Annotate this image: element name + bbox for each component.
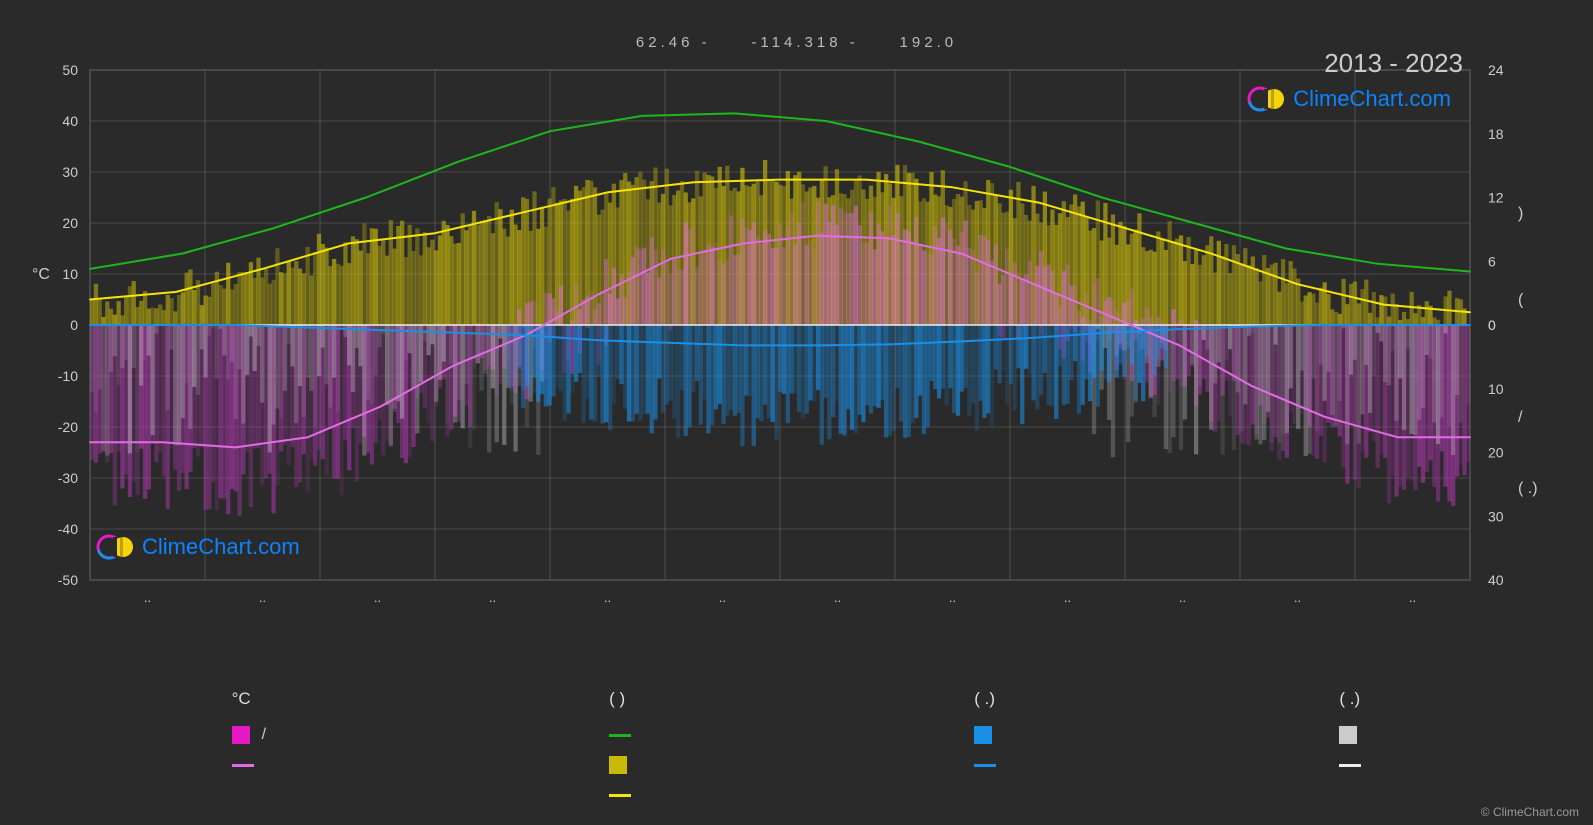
svg-text:-10: -10: [58, 368, 78, 384]
svg-text:20: 20: [62, 215, 78, 231]
svg-text:6: 6: [1488, 253, 1496, 269]
svg-text:50: 50: [62, 62, 78, 78]
copyright: © ClimeChart.com: [1481, 805, 1579, 819]
legend-col-temperature: °C /: [232, 689, 266, 805]
svg-text:10: 10: [1488, 381, 1504, 397]
svg-text:..: ..: [374, 590, 381, 605]
swatch-sun: [609, 756, 627, 774]
svg-text:-20: -20: [58, 419, 78, 435]
line-max-daylight: [609, 734, 631, 737]
svg-text:..: ..: [489, 590, 496, 605]
svg-text:30: 30: [1488, 508, 1504, 524]
svg-text:..: ..: [144, 590, 151, 605]
legend: °C / ( ) ( .) ( .): [0, 689, 1593, 805]
svg-text:40: 40: [1488, 572, 1504, 588]
legend-col-daylight: ( ): [609, 689, 631, 805]
svg-text:30: 30: [62, 164, 78, 180]
svg-text:..: ..: [1294, 590, 1301, 605]
svg-text:12: 12: [1488, 190, 1504, 206]
legend-col-snow: ( .): [1339, 689, 1361, 805]
brand-top: ClimeChart.com: [1247, 84, 1451, 114]
line-rain: [974, 764, 996, 767]
svg-text:..: ..: [834, 590, 841, 605]
svg-text:18: 18: [1488, 126, 1504, 142]
line-snow: [1339, 764, 1361, 767]
svg-text:-50: -50: [58, 572, 78, 588]
line-mean-daylight: [609, 794, 631, 797]
svg-text:): ): [1518, 205, 1523, 222]
svg-text:..: ..: [719, 590, 726, 605]
svg-text:24: 24: [1488, 62, 1504, 78]
svg-text:-30: -30: [58, 470, 78, 486]
svg-text:..: ..: [1409, 590, 1416, 605]
brand-bottom: ClimeChart.com: [96, 532, 300, 562]
svg-text:( .): ( .): [1518, 480, 1538, 497]
svg-text:..: ..: [604, 590, 611, 605]
svg-text:-40: -40: [58, 521, 78, 537]
elevation: 192.0: [900, 34, 958, 51]
svg-text:..: ..: [1179, 590, 1186, 605]
svg-text:/: /: [1518, 409, 1523, 426]
svg-text:10: 10: [62, 266, 78, 282]
longitude: -114.318 -: [751, 34, 858, 51]
latitude: 62.46 -: [636, 34, 711, 51]
legend-col-rain: ( .): [974, 689, 996, 805]
svg-text:40: 40: [62, 113, 78, 129]
line-temp: [232, 764, 254, 767]
year-range: 2013 - 2023: [1324, 48, 1463, 79]
svg-text:0: 0: [1488, 317, 1496, 333]
svg-text:..: ..: [1064, 590, 1071, 605]
svg-text:(: (: [1518, 292, 1524, 309]
swatch-temp: [232, 726, 250, 744]
svg-text:0: 0: [70, 317, 78, 333]
svg-text:°C: °C: [32, 266, 50, 283]
climate-chart: 62.46 - -114.318 - 192.0 2013 - 2023 -50…: [0, 0, 1593, 825]
swatch-rain: [974, 726, 992, 744]
svg-text:20: 20: [1488, 445, 1504, 461]
svg-text:..: ..: [259, 590, 266, 605]
svg-text:..: ..: [949, 590, 956, 605]
swatch-snow: [1339, 726, 1357, 744]
